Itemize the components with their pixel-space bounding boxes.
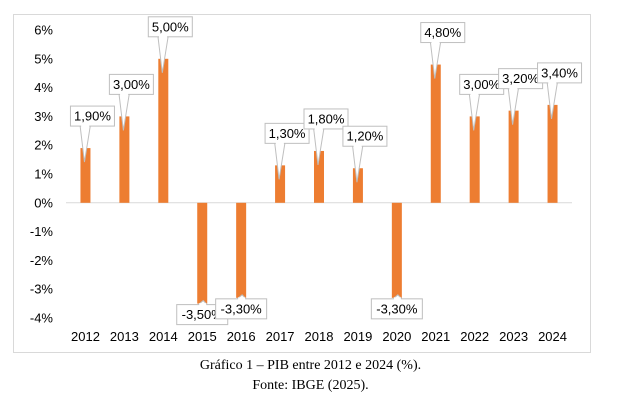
data-label-text: -3,50%: [182, 307, 224, 322]
data-label-text: 4,80%: [424, 25, 461, 40]
data-label-join: [393, 297, 401, 301]
bar: [158, 58, 169, 203]
y-tick-label: -4%: [30, 311, 54, 326]
bar: [119, 116, 130, 203]
y-tick-label: 0%: [34, 195, 53, 210]
x-tick-label: 2021: [421, 329, 450, 344]
data-label: 5,00%: [147, 16, 193, 73]
data-label: 3,20%: [498, 68, 544, 125]
x-axis: 2012 2013 2014 2015 2016 2017 2018 2019 2020 2021…: [71, 329, 567, 344]
data-label: 1,20%: [342, 125, 388, 183]
x-tick-label: 2020: [382, 329, 411, 344]
bar: [352, 168, 363, 203]
data-label: 1,90%: [69, 105, 115, 163]
data-label-box: [147, 16, 193, 38]
data-label-join: [275, 141, 284, 145]
y-tick-label: 2%: [34, 138, 53, 153]
data-label-join: [548, 81, 557, 85]
data-label-text: 3,00%: [113, 77, 150, 92]
data-label-box: [108, 73, 154, 95]
y-tick-label: -2%: [30, 253, 54, 268]
data-label-box: [342, 125, 388, 147]
data-label-text: 5,00%: [152, 19, 189, 34]
x-tick-label: 2014: [149, 329, 178, 344]
data-label: 3,00%: [459, 73, 505, 131]
bar: [236, 202, 247, 298]
data-label-join: [470, 92, 479, 96]
x-tick-label: 2013: [110, 329, 139, 344]
data-label: -3,50%: [176, 299, 229, 326]
data-label-join: [81, 124, 90, 128]
data-label-text: 1,30%: [269, 126, 306, 141]
y-tick-label: 1%: [34, 167, 53, 182]
data-label-text: -3,30%: [221, 301, 263, 316]
bar: [80, 148, 91, 203]
data-label-join: [199, 303, 207, 307]
y-tick-label: -3%: [30, 282, 54, 297]
data-label: 3,40%: [537, 62, 583, 119]
data-label-text: 3,20%: [502, 71, 539, 86]
data-label-join: [509, 87, 518, 91]
data-label-join: [120, 92, 129, 96]
y-tick-label: 4%: [34, 80, 53, 95]
data-label: 1,80%: [303, 108, 349, 166]
data-label-box: [420, 22, 466, 44]
data-label-join: [238, 297, 246, 301]
data-label-text: 3,00%: [463, 77, 500, 92]
data-label-box: [264, 122, 310, 144]
data-label-box: [537, 62, 583, 84]
data-label-join: [353, 144, 362, 148]
bar: [547, 104, 558, 203]
data-label: -3,30%: [215, 294, 268, 320]
y-tick-label: 3%: [34, 109, 53, 124]
data-labels: 1,90%3,00%5,00%-3,50%-3,30%1,30%1,80%1,2…: [69, 16, 583, 326]
data-label-text: 1,80%: [308, 111, 345, 126]
y-axis: 6% 5% 4% 3% 2% 1% 0% -1% -2% -3% -4%: [30, 23, 54, 326]
chart-caption-title: Gráfico 1 – PIB entre 2012 e 2024 (%).: [199, 358, 422, 373]
x-tick-label: 2022: [460, 329, 489, 344]
data-label-text: 1,20%: [346, 129, 383, 144]
x-tick-label: 2019: [343, 329, 372, 344]
gdp-bar-chart: 6% 5% 4% 3% 2% 1% 0% -1% -2% -3% -4% 1,90% 3,00% 5,0…: [30, 16, 583, 344]
y-tick-label: 5%: [34, 51, 53, 66]
data-label-text: 1,90%: [74, 109, 111, 124]
x-tick-label: 2012: [71, 329, 100, 344]
y-tick-label: 6%: [34, 23, 53, 38]
x-tick-label: 2024: [538, 329, 567, 344]
data-label: 1,30%: [264, 122, 310, 180]
data-label-join: [431, 41, 440, 45]
y-tick-label: -1%: [30, 224, 54, 239]
chart-caption-source: Fonte: IBGE (2025).: [252, 378, 369, 393]
bar: [197, 202, 208, 304]
x-tick-label: 2018: [305, 329, 334, 344]
data-label-text: 3,40%: [541, 65, 578, 80]
x-tick-label: 2015: [188, 329, 217, 344]
x-tick-label: 2023: [499, 329, 528, 344]
data-label-box: [69, 105, 115, 127]
data-label-join: [314, 127, 323, 131]
bar: [430, 64, 441, 203]
data-label: 3,00%: [108, 73, 154, 131]
data-label: 4,80%: [420, 22, 466, 79]
bar: [508, 110, 519, 203]
data-label-text: -3,30%: [376, 301, 418, 316]
bar: [469, 116, 480, 203]
data-label: -3,30%: [370, 294, 423, 320]
x-tick-label: 2017: [266, 329, 295, 344]
x-tick-label: 2016: [227, 329, 256, 344]
bars: [80, 58, 558, 304]
data-label-box: [303, 108, 349, 130]
chart-frame: [13, 14, 591, 353]
data-label-join: [158, 35, 168, 39]
bar: [391, 202, 402, 298]
bar: [275, 165, 286, 203]
bar: [314, 150, 324, 203]
